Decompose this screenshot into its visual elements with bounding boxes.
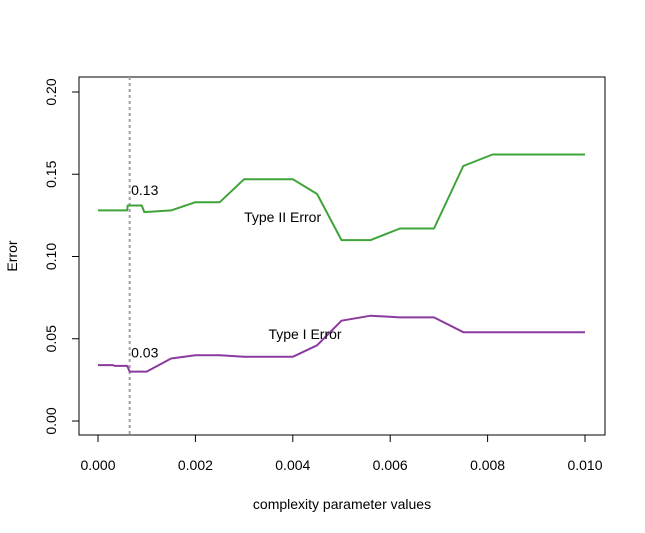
x-tick-label: 0.002 — [178, 457, 213, 473]
y-tick-label: 0.00 — [43, 407, 59, 434]
y-axis-title: Error — [4, 240, 20, 271]
x-tick-label: 0.006 — [373, 457, 408, 473]
annotation-group: 0.13 0.03 Type II Error Type I Error — [131, 182, 342, 361]
series-line-2 — [98, 314, 585, 373]
annotation-label: 0.03 — [131, 345, 158, 361]
annotation-label: Type I Error — [268, 326, 341, 342]
annotation-label: 0.13 — [131, 182, 158, 198]
y-tick-label: 0.10 — [43, 243, 59, 270]
y-axis: 0.00 0.05 0.10 0.15 0.20 — [43, 78, 80, 435]
x-axis-title: complexity parameter values — [253, 496, 431, 512]
x-tick-label: 0.000 — [80, 457, 115, 473]
y-tick-label: 0.05 — [43, 325, 59, 352]
x-tick-label: 0.010 — [567, 457, 602, 473]
plot-frame — [78, 76, 606, 436]
annotation-label: Type II Error — [244, 209, 321, 225]
series-line-1 — [98, 153, 585, 242]
x-tick-label: 0.008 — [470, 457, 505, 473]
series-group — [98, 153, 585, 373]
y-tick-label: 0.15 — [43, 160, 59, 187]
x-tick-label: 0.004 — [275, 457, 310, 473]
x-axis: 0.000 0.002 0.004 0.006 0.008 0.010 — [80, 434, 603, 473]
y-tick-label: 0.20 — [43, 78, 59, 105]
